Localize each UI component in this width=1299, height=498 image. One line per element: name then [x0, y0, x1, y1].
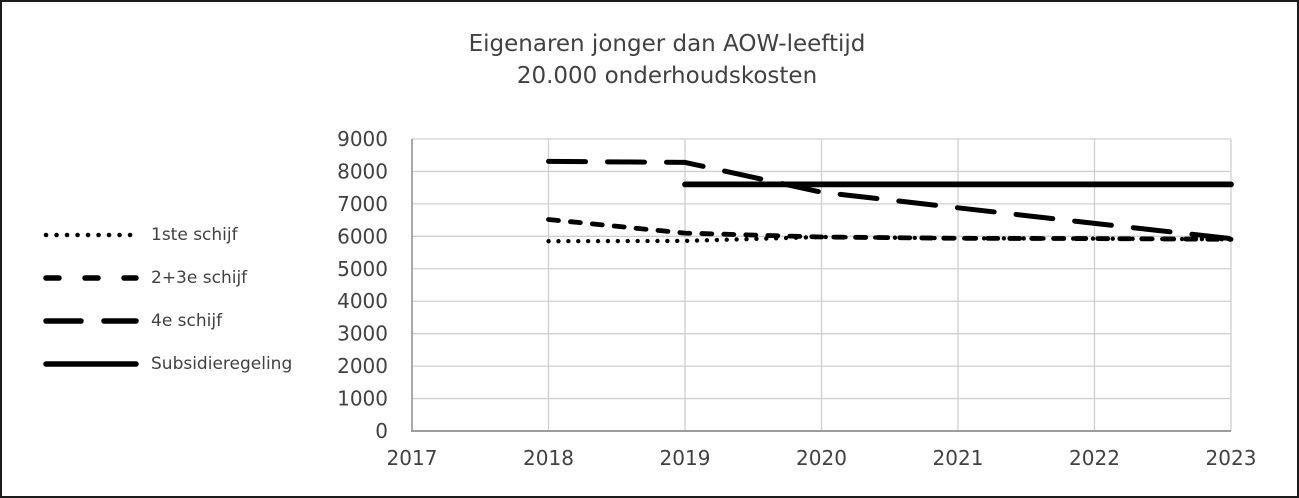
- plot-area: 0 1000 2000 3000 4000 5000 6000 7000 8000 9000 201…: [337, 127, 1257, 470]
- chart-legend: 1ste schijf 2+3e schijf 4e schijf Subsid…: [42, 213, 292, 385]
- y-tick-label: 2000: [337, 354, 388, 378]
- short-dash-line-icon: [43, 274, 139, 281]
- legend-label-2-3e-schijf: 2+3e schijf: [151, 267, 248, 288]
- y-tick-label: 8000: [337, 159, 388, 183]
- chart-title-line-1: Eigenaren jonger dan AOW-leeftijd: [468, 31, 866, 57]
- legend-item-2-3e-schijf: 2+3e schijf: [42, 256, 292, 299]
- chart-title: Eigenaren jonger dan AOW-leeftijd 20.000…: [337, 28, 997, 92]
- y-tick-label: 6000: [337, 224, 388, 248]
- legend-label-4e-schijf: 4e schijf: [151, 310, 223, 331]
- y-tick-label: 0: [375, 419, 388, 443]
- series-line-4e-schijf: [546, 158, 1234, 242]
- legend-label-1ste-schijf: 1ste schijf: [151, 224, 238, 245]
- solid-line-icon: [43, 360, 139, 367]
- x-tick-label: 2020: [796, 446, 847, 470]
- y-tick-label: 1000: [337, 387, 388, 411]
- x-tick-label: 2021: [933, 446, 984, 470]
- dotted-line-icon: [43, 232, 139, 237]
- y-tick-label: 4000: [337, 289, 388, 313]
- x-tick-label: 2022: [1069, 446, 1120, 470]
- long-dash-line-icon: [43, 317, 139, 324]
- legend-item-subsidieregeling: Subsidieregeling: [42, 342, 292, 385]
- x-tick-label: 2019: [660, 446, 711, 470]
- legend-item-4e-schijf: 4e schijf: [42, 299, 292, 342]
- series-line-2-3e-schijf: [546, 217, 1234, 242]
- x-tick-label: 2023: [1206, 446, 1257, 470]
- y-tick-label: 7000: [337, 192, 388, 216]
- legend-item-1ste-schijf: 1ste schijf: [42, 213, 292, 256]
- y-tick-label: 3000: [337, 322, 388, 346]
- chart-title-line-2: 20.000 onderhoudskosten: [516, 63, 818, 89]
- x-tick-label: 2017: [387, 446, 438, 470]
- y-tick-label: 5000: [337, 257, 388, 281]
- x-tick-label: 2018: [523, 446, 574, 470]
- legend-label-subsidieregeling: Subsidieregeling: [151, 353, 293, 374]
- y-tick-label: 9000: [337, 127, 388, 151]
